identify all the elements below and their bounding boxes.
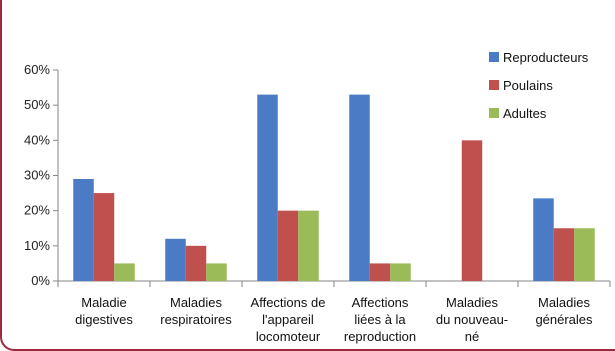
bar-adultes-5 bbox=[574, 228, 595, 281]
bar-reproducteurs-3 bbox=[349, 94, 370, 281]
x-category-label: Maladies générales bbox=[535, 295, 593, 327]
bars bbox=[73, 94, 595, 281]
y-tick-label: 30% bbox=[24, 168, 50, 183]
bar-poulains-5 bbox=[553, 228, 575, 281]
legend-swatch-reproducteurs bbox=[489, 52, 499, 62]
bar-adultes-0 bbox=[114, 263, 135, 281]
y-tick-label: 0% bbox=[31, 273, 50, 288]
y-axis-ticks: 0% 10% 20% 30% 40% 50% 60% bbox=[24, 62, 58, 288]
bar-adultes-2 bbox=[298, 210, 319, 281]
bar-reproducteurs-2 bbox=[257, 94, 278, 281]
x-category-label: Maladie digestives bbox=[75, 295, 133, 327]
legend-label-adultes: Adultes bbox=[503, 106, 547, 121]
x-axis-labels: Maladie digestives Maladies respiratoires Af… bbox=[75, 295, 593, 344]
legend-label-reproducteurs: Reproducteurs bbox=[503, 50, 589, 65]
y-tick-label: 50% bbox=[24, 97, 50, 112]
bar-poulains-0 bbox=[93, 193, 115, 281]
bar-poulains-2 bbox=[277, 210, 299, 281]
x-category-label: Maladies respiratoires bbox=[160, 295, 232, 327]
x-category-label: Affections liées à la reproduction bbox=[344, 295, 416, 344]
x-category-label: Maladies du nouveau-né bbox=[436, 295, 508, 344]
y-tick-label: 60% bbox=[24, 62, 50, 77]
bar-reproducteurs-1 bbox=[165, 238, 186, 281]
legend-label-poulains: Poulains bbox=[503, 78, 553, 93]
bar-poulains-3 bbox=[369, 263, 391, 281]
bar-adultes-3 bbox=[390, 263, 411, 281]
bar-reproducteurs-5 bbox=[533, 198, 554, 281]
y-tick-label: 10% bbox=[24, 238, 50, 253]
legend-swatch-poulains bbox=[489, 80, 499, 90]
legend: Reproducteurs Poulains Adultes bbox=[489, 50, 589, 121]
bar-poulains-4 bbox=[461, 140, 483, 281]
x-category-label: Affections de l'appareil locomoteur bbox=[251, 295, 326, 344]
y-tick-label: 40% bbox=[24, 132, 50, 147]
bar-reproducteurs-0 bbox=[73, 179, 94, 281]
bar-adultes-1 bbox=[206, 263, 227, 281]
axes bbox=[57, 70, 611, 287]
bar-poulains-1 bbox=[185, 245, 207, 281]
y-tick-label: 20% bbox=[24, 203, 50, 218]
legend-swatch-adultes bbox=[489, 108, 499, 118]
